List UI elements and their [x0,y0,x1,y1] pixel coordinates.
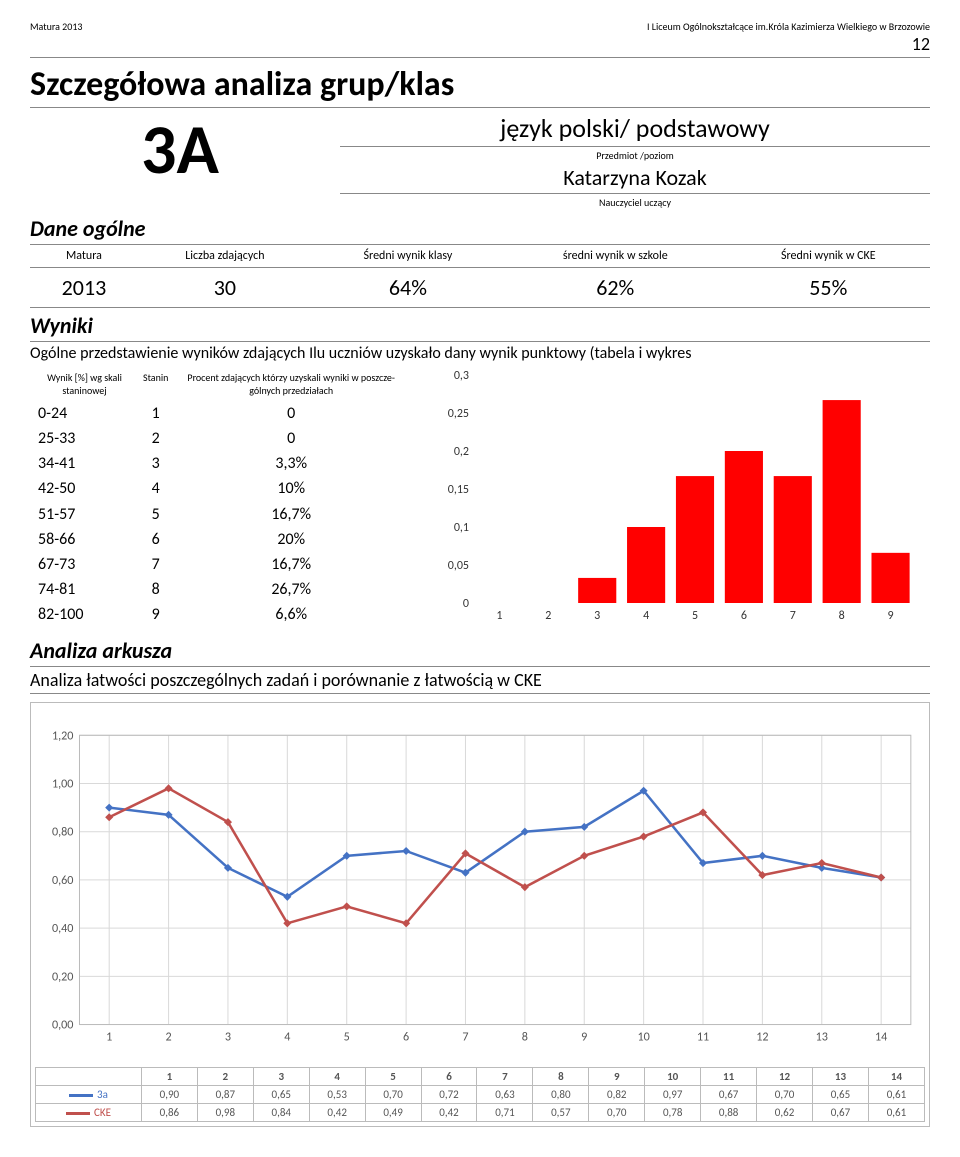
subject-level-label: Przedmiot /poziom [340,149,930,162]
table-row: 42-50410% [30,476,410,501]
svg-text:9: 9 [888,609,894,623]
col-liczba: Liczba zdających [138,245,312,268]
table-row: 51-57516,7% [30,502,410,527]
divider [340,146,930,147]
svg-text:8: 8 [839,609,845,623]
svg-text:0,05: 0,05 [448,559,469,573]
line-data-table: 12345678910111213143a0,900,870,650,530,7… [35,1067,925,1122]
stanin-table: Wynik [%] wg skali staninowej Stanin Pro… [30,367,410,627]
svg-text:4: 4 [643,609,649,623]
svg-text:4: 4 [284,1030,290,1045]
svg-text:5: 5 [692,609,698,623]
svg-text:10: 10 [637,1030,649,1045]
page-header: Matura 2013 I Liceum Ogólnokształcące im… [30,20,930,33]
bar-chart-svg: 0 0,05 0,1 0,15 0,2 0,25 0,3 1 2 3 4 5 6 7 8 9 [420,367,930,627]
svg-text:9: 9 [581,1030,587,1045]
col-matura: Matura [30,245,138,268]
table-row: 25-3320 [30,426,410,451]
svg-text:14: 14 [875,1030,887,1045]
svg-text:6: 6 [741,609,747,623]
section-analiza: Analiza arkusza [30,637,930,664]
table-row: 58-66620% [30,527,410,552]
svg-text:1: 1 [496,609,502,623]
col-szkola: średni wynik w szkole [504,245,727,268]
svg-text:0,20: 0,20 [52,969,73,984]
svg-text:6: 6 [403,1030,409,1045]
section-wyniki: Wyniki [30,312,930,339]
header-left: Matura 2013 [30,20,82,33]
svg-text:12: 12 [756,1030,768,1045]
line-chart-svg: 0,000,200,400,600,801,001,20123456789101… [35,707,925,1067]
svg-text:2: 2 [165,1030,171,1045]
header-right: I Liceum Ogólnokształcące im.Króla Kazim… [647,20,930,33]
svg-text:8: 8 [522,1030,528,1045]
col-cke: Średni wynik w CKE [727,245,930,268]
general-data-row: 2013 30 64% 62% 55% [30,268,930,308]
divider [340,193,930,194]
page-title: Szczegółowa analiza grup/klas [30,64,930,105]
svg-text:0,15: 0,15 [448,483,469,497]
svg-text:1,20: 1,20 [52,728,73,743]
wyniki-desc: Ogólne przedstawienie wyników zdających … [30,344,930,363]
svg-text:3: 3 [594,609,600,623]
table-row: 34-4133,3% [30,451,410,476]
svg-text:3: 3 [225,1030,231,1045]
svg-text:0,2: 0,2 [454,445,469,459]
svg-text:0,1: 0,1 [454,521,469,535]
teacher-name: Katarzyna Kozak [340,164,930,191]
table-row: 0-2410 [30,401,410,426]
col-klasa: Średni wynik klasy [312,245,504,268]
svg-text:0,00: 0,00 [52,1018,73,1033]
subject-name: język polski/ podstawowy [340,112,930,144]
table-row: 67-73716,7% [30,552,410,577]
divider [30,341,930,342]
teacher-label: Nauczyciel uczący [340,196,930,209]
svg-text:0,60: 0,60 [52,873,73,888]
general-table: Matura Liczba zdających Średni wynik kla… [30,244,930,308]
bar-chart: 0 0,05 0,1 0,15 0,2 0,25 0,3 1 2 3 4 5 6 7 8 9 [420,367,930,627]
section-general: Dane ogólne [30,215,930,242]
svg-text:7: 7 [462,1030,468,1045]
divider [30,57,930,58]
svg-text:0: 0 [463,597,469,611]
table-row: 74-81826,7% [30,577,410,602]
svg-text:7: 7 [790,609,796,623]
svg-text:2: 2 [545,609,551,623]
svg-text:1: 1 [106,1030,112,1045]
svg-text:11: 11 [697,1030,709,1045]
analiza-desc: Analiza łatwości poszczególnych zadań i … [30,666,930,694]
svg-text:0,3: 0,3 [454,369,469,383]
svg-text:1,00: 1,00 [52,777,73,792]
svg-text:5: 5 [344,1030,350,1045]
page-number: 12 [30,33,930,55]
svg-text:13: 13 [816,1030,828,1045]
general-header-row: Matura Liczba zdających Średni wynik kla… [30,245,930,268]
line-chart-container: 0,000,200,400,600,801,001,20123456789101… [30,702,930,1127]
svg-text:0,40: 0,40 [52,921,73,936]
svg-text:0,25: 0,25 [448,407,469,421]
table-row: 82-10096,6% [30,602,410,627]
class-code: 3A [30,114,330,184]
svg-text:0,80: 0,80 [52,825,73,840]
